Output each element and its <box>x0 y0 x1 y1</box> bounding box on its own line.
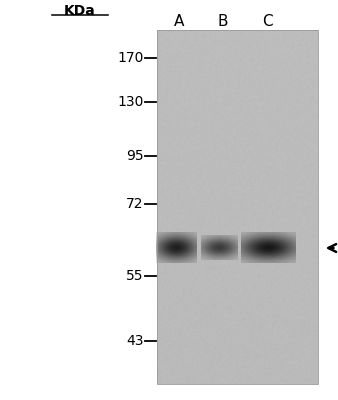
Text: C: C <box>262 14 272 30</box>
Text: B: B <box>218 14 228 30</box>
Text: 130: 130 <box>117 95 144 109</box>
Text: 72: 72 <box>126 197 144 211</box>
Text: 43: 43 <box>126 334 144 348</box>
Text: 95: 95 <box>126 149 144 163</box>
Text: KDa: KDa <box>64 4 95 18</box>
Text: A: A <box>174 14 184 30</box>
Text: 170: 170 <box>117 51 144 65</box>
Text: 55: 55 <box>126 269 144 283</box>
